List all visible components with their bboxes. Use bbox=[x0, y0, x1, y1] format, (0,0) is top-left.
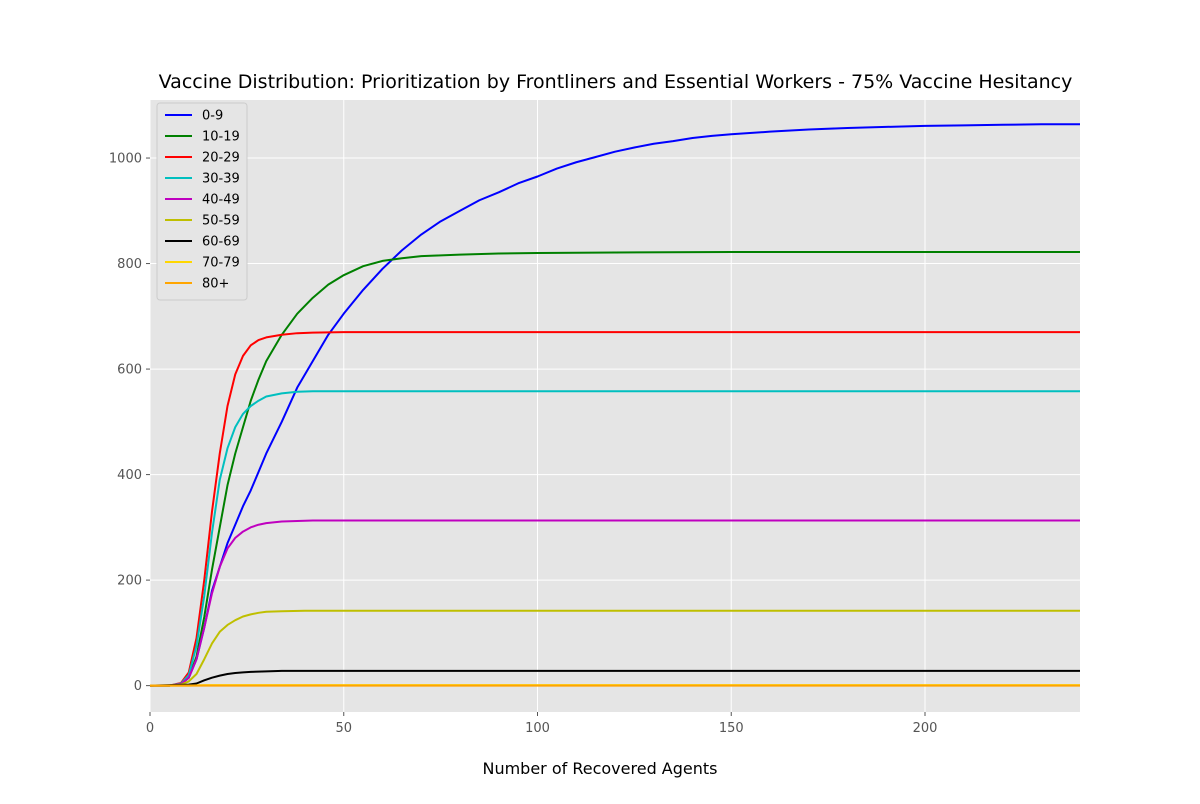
grid bbox=[149, 100, 1080, 712]
legend-box bbox=[156, 102, 248, 301]
x-tick-label: 150 bbox=[719, 721, 744, 736]
x-tick-label: 0 bbox=[146, 721, 154, 736]
legend-label: 50-59 bbox=[202, 214, 240, 229]
y-tick-label: 200 bbox=[117, 574, 142, 589]
y-tick-label: 600 bbox=[117, 363, 142, 378]
legend-label: 20-29 bbox=[202, 151, 240, 166]
series-line-50-59 bbox=[150, 609, 1080, 687]
y-tick-label: 800 bbox=[117, 257, 142, 272]
series-line-40-49 bbox=[150, 519, 1080, 687]
series-line-30-39 bbox=[150, 390, 1080, 687]
chart-title: Vaccine Distribution: Prioritization by … bbox=[159, 71, 1073, 93]
x-axis-label: Number of Recovered Agents bbox=[482, 759, 717, 778]
series-line-0-9 bbox=[150, 123, 1080, 687]
legend-label: 0-9 bbox=[202, 109, 223, 124]
x-tick-label: 100 bbox=[525, 721, 550, 736]
legend-label: 30-39 bbox=[202, 172, 240, 187]
legend-label: 10-19 bbox=[202, 130, 240, 145]
x-tick-label: 200 bbox=[913, 721, 938, 736]
axes: 0 50 100 150 200 0 200 400 600 800 1000 bbox=[109, 152, 938, 736]
legend-label: 40-49 bbox=[202, 193, 240, 208]
series-line-60-69 bbox=[149, 669, 1080, 687]
y-tick-label: 400 bbox=[117, 468, 142, 483]
legend: 0-9 10-19 20-29 30-39 40-49 50-59 60-69 70-79 80… bbox=[156, 102, 248, 301]
series-lines bbox=[149, 123, 1080, 687]
legend-label: 70-79 bbox=[202, 256, 240, 271]
x-tick-label: 50 bbox=[335, 721, 352, 736]
y-tick-label: 0 bbox=[134, 679, 142, 694]
legend-label: 60-69 bbox=[202, 235, 240, 250]
legend-label: 80+ bbox=[202, 277, 229, 292]
y-tick-label: 1000 bbox=[109, 152, 142, 167]
